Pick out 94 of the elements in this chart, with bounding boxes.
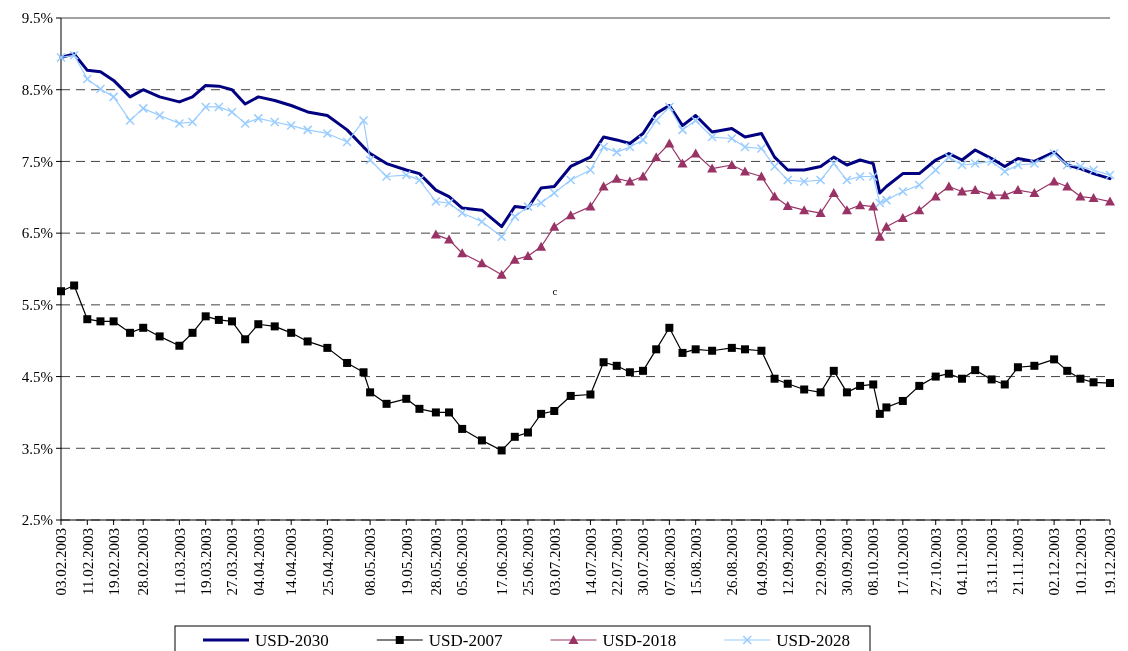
x-tick-label: 25.04.2003: [319, 528, 336, 596]
point: [1049, 176, 1060, 186]
x-tick-label: 03.07.2003: [546, 528, 563, 596]
point: [1088, 193, 1099, 202]
point: [430, 229, 441, 239]
point: [1075, 191, 1086, 201]
point: [664, 138, 675, 148]
point: [874, 231, 885, 241]
point: [1105, 196, 1115, 206]
point: [726, 160, 737, 170]
x-tick-label: 08.05.2003: [362, 528, 379, 596]
x-tick-label: 30.09.2003: [839, 528, 856, 596]
x-tick-label: 13.11.2003: [983, 528, 1000, 595]
y-tick-label: 2.5%: [21, 512, 53, 529]
x-tick-label: 17.10.2003: [895, 528, 912, 596]
legend-label: USD-2030: [255, 630, 329, 650]
x-tick-label: 07.08.2003: [661, 528, 678, 596]
x-tick-label: 25.06.2003: [520, 528, 537, 596]
x-tick-label: 22.07.2003: [608, 528, 625, 596]
legend-label: USD-2018: [602, 630, 677, 650]
point: [522, 251, 533, 261]
x-tick-label: 30.07.2003: [635, 528, 652, 596]
point: [1029, 187, 1040, 197]
x-tick-label: 04.09.2003: [753, 528, 770, 596]
legend-label: USD-2007: [428, 630, 503, 650]
point: [828, 187, 839, 197]
x-tick-label: 14.07.2003: [582, 528, 599, 596]
x-tick-label: 02.12.2003: [1046, 528, 1063, 596]
point: [914, 205, 925, 215]
x-tick-label: 11.03.2003: [171, 528, 188, 595]
point: [565, 210, 576, 220]
x-tick-label: 19.12.2003: [1102, 528, 1119, 596]
y-tick-label: 9.5%: [21, 10, 53, 27]
x-tick-label: 27.10.2003: [927, 528, 944, 596]
x-tick-label: 27.03.2003: [224, 528, 241, 596]
point: [549, 221, 560, 231]
point: [1062, 181, 1073, 191]
point: [943, 181, 954, 191]
point: [476, 258, 487, 268]
point: [585, 201, 596, 211]
point: [444, 234, 455, 244]
x-tick-label: 10.12.2003: [1072, 528, 1089, 596]
x-tick-label: 05.06.2003: [454, 528, 471, 596]
point: [986, 190, 997, 200]
point: [841, 205, 852, 215]
x-tick-label: 28.02.2003: [135, 528, 152, 596]
x-tick-label: 11.02.2003: [79, 528, 96, 595]
point: [496, 269, 507, 279]
point: [815, 208, 826, 218]
point: [1012, 185, 1023, 195]
point: [598, 181, 609, 191]
point: [855, 200, 866, 210]
point: [897, 213, 908, 223]
x-tick-label: 04.04.2003: [250, 528, 267, 596]
x-tick-label: 19.03.2003: [197, 528, 214, 596]
point: [930, 191, 941, 201]
y-tick-label: 7.5%: [21, 153, 53, 170]
y-tick-label: 5.5%: [21, 297, 53, 314]
point: [677, 158, 688, 168]
point: [868, 201, 879, 211]
point: [970, 185, 981, 195]
point: [651, 152, 662, 162]
legend-label: USD-2028: [776, 630, 850, 650]
point: [536, 241, 547, 251]
point: [782, 200, 793, 210]
annotation: c: [552, 285, 558, 297]
y-tick-label: 6.5%: [21, 225, 53, 242]
x-tick-label: 08.10.2003: [865, 528, 882, 596]
point: [509, 254, 520, 264]
point: [999, 190, 1010, 200]
point: [690, 148, 701, 158]
x-tick-label: 17.06.2003: [493, 528, 510, 596]
point: [799, 205, 810, 215]
point: [769, 191, 780, 201]
point: [707, 163, 718, 173]
point: [624, 176, 635, 186]
y-tick-label: 3.5%: [21, 440, 53, 457]
x-tick-label: 04.11.2003: [954, 528, 971, 595]
y-tick-label: 8.5%: [21, 81, 53, 98]
x-tick-label: 03.02.2003: [53, 528, 70, 596]
x-tick-label: 14.04.2003: [283, 528, 300, 596]
y-tick-label: 4.5%: [21, 368, 53, 385]
point: [957, 186, 968, 196]
x-tick-label: 12.09.2003: [779, 528, 796, 596]
point: [611, 173, 622, 183]
x-tick-label: 21.11.2003: [1010, 528, 1027, 595]
x-tick-label: 28.05.2003: [428, 528, 445, 596]
x-tick-label: 19.05.2003: [398, 528, 415, 596]
x-tick-label: 26.08.2003: [724, 528, 741, 596]
x-tick-label: 15.08.2003: [687, 528, 704, 596]
x-tick-label: 22.09.2003: [812, 528, 829, 596]
point: [457, 248, 468, 258]
point: [881, 221, 892, 231]
x-tick-label: 19.02.2003: [105, 528, 122, 596]
